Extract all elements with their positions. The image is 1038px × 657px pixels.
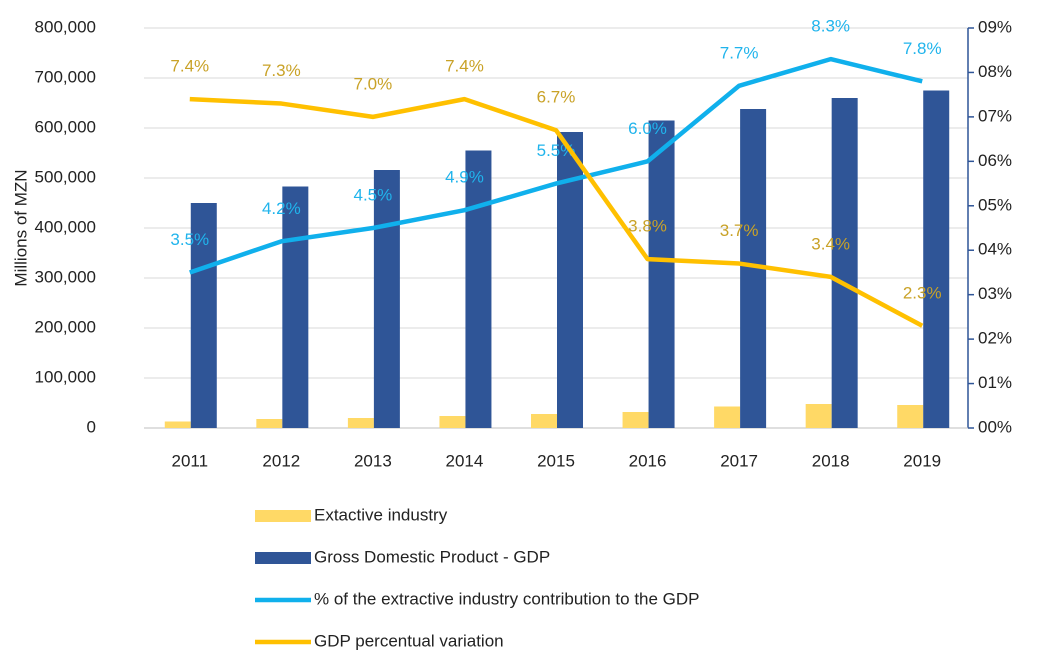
bar [190,203,217,428]
y2-tick-label: 05% [978,195,1012,214]
data-label: 8.3% [811,17,850,36]
line [189,56,923,275]
x-tick-label: 2013 [354,451,392,470]
data-label: 6.0% [628,119,667,138]
x-tick-label: 2011 [171,451,208,470]
data-label: 4.2% [262,199,301,218]
y-tick-label: 800,000 [35,17,96,36]
bar [347,418,374,428]
bar [373,170,400,428]
data-label: 7.7% [720,43,759,62]
bar [923,90,950,428]
bar [439,416,466,428]
bar [465,150,492,428]
y2-tick-label: 08% [978,62,1012,81]
bar [714,406,741,428]
x-tick-label: 2015 [537,451,575,470]
data-label: 4.5% [354,185,393,204]
y-axis-label: Millions of MZN [11,169,30,286]
data-label: 3.7% [720,221,759,240]
y-tick-label: 600,000 [35,117,96,136]
x-tick-label: 2018 [812,451,850,470]
data-label: 7.4% [445,57,484,76]
y2-tick-label: 00% [978,417,1012,436]
line [189,96,924,328]
y-tick-label: 400,000 [35,217,96,236]
bar [256,419,283,428]
data-label: 4.9% [445,168,484,187]
y-tick-label: 0 [87,417,96,436]
y-tick-label: 100,000 [35,367,96,386]
bar [282,186,309,428]
y2-tick-label: 02% [978,329,1012,348]
x-tick-label: 2017 [720,451,758,470]
bar [164,421,191,428]
y-tick-label: 300,000 [35,267,96,286]
data-label: 7.8% [903,39,942,58]
bar [648,120,675,428]
x-tick-label: 2012 [262,451,300,470]
bar [831,98,858,428]
bar [622,412,649,428]
data-label: 3.8% [628,217,667,236]
y-tick-label: 200,000 [35,317,96,336]
legend-label: Gross Domestic Product - GDP [314,547,550,566]
data-label: 7.3% [262,61,301,80]
y2-tick-label: 07% [978,106,1012,125]
bar [897,405,924,428]
data-label: 3.4% [811,234,850,253]
legend-swatch [255,510,311,522]
y2-tick-label: 06% [978,151,1012,170]
legend-swatch [255,552,311,564]
bar [531,414,557,428]
y2-tick-label: 03% [978,284,1012,303]
x-tick-label: 2014 [446,451,484,470]
bar [805,404,832,428]
y-tick-label: 500,000 [35,167,96,186]
data-label: 6.7% [537,88,576,107]
legend-label: GDP percentual variation [314,631,504,650]
data-label: 3.5% [170,230,209,249]
data-label: 7.4% [170,57,209,76]
y2-tick-label: 04% [978,240,1012,259]
legend-label: % of the extractive industry contributio… [314,589,700,608]
data-label: 7.0% [354,74,393,93]
data-label: 2.3% [903,283,942,302]
y2-tick-label: 09% [978,17,1012,36]
y2-tick-label: 01% [978,373,1012,392]
legend-label: Extactive industry [314,505,448,524]
y-tick-label: 700,000 [35,67,96,86]
x-tick-label: 2019 [903,451,941,470]
x-tick-label: 2016 [629,451,667,470]
